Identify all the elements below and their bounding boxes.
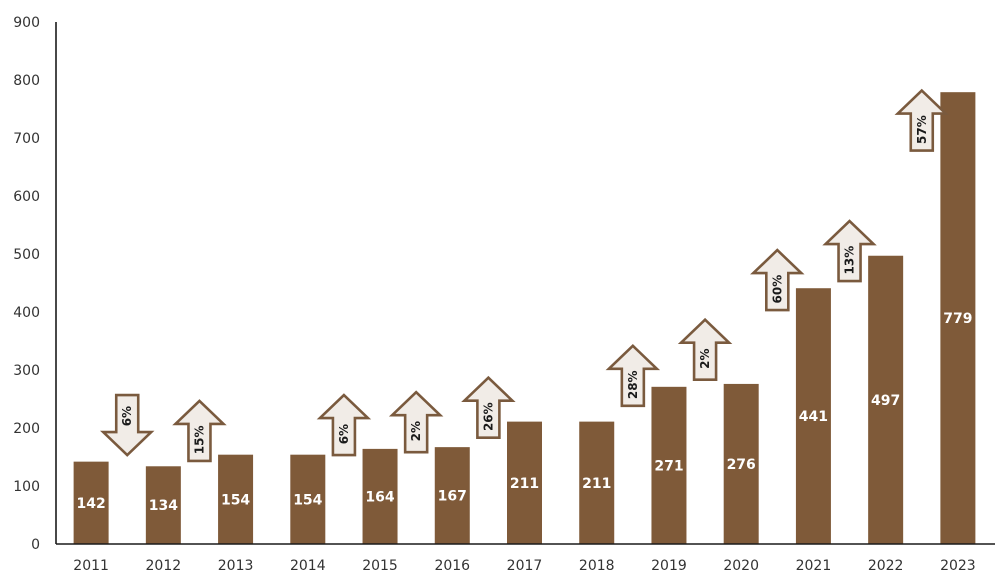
- bar-value-label: 276: [727, 457, 756, 473]
- x-tick-label: 2013: [218, 558, 254, 571]
- change-arrow-down-icon: 6%: [99, 393, 155, 457]
- bar-value-label: 441: [799, 409, 828, 425]
- bars: [73, 92, 976, 545]
- change-percent-label: 6%: [120, 406, 134, 426]
- x-tick-label: 2011: [73, 558, 109, 571]
- x-tick-label: 2020: [723, 558, 759, 571]
- y-tick-label: 600: [13, 189, 40, 205]
- bar-value-label: 154: [221, 492, 250, 508]
- bar-2011: [73, 461, 109, 544]
- change-percent-label: 26%: [481, 402, 495, 431]
- y-tick-label: 900: [13, 15, 40, 31]
- change-percent-label: 60%: [770, 275, 784, 304]
- arrow-shape: [750, 248, 805, 312]
- arrow-shape: [605, 343, 661, 408]
- change-arrow-up-icon: 60%: [750, 248, 805, 312]
- x-axis-ticks: 2011 2012 2013 2014 2015 2016 2017 2018 2019 2020…: [73, 558, 975, 571]
- x-tick-label: 2015: [362, 558, 398, 571]
- y-axis-ticks: 0 100 200 300 400 500 600 700 800 900: [13, 15, 40, 553]
- change-percent-label: 6%: [337, 424, 351, 444]
- bar-value-label: 134: [149, 498, 178, 514]
- bar-2014: [290, 454, 326, 544]
- arrow-shape: [388, 390, 444, 454]
- bar-data-labels: 142 134 154 154 164 167 211 211 271 276 441 497 779: [76, 311, 972, 514]
- x-tick-label: 2012: [146, 558, 182, 571]
- y-tick-label: 500: [13, 247, 40, 263]
- bar-2013: [218, 454, 254, 544]
- bar-value-label: 164: [365, 489, 394, 505]
- arrow-shape: [99, 393, 155, 457]
- bar-value-label: 497: [871, 393, 900, 409]
- arrow-shape: [172, 399, 227, 463]
- change-arrow-up-icon: 15%: [172, 399, 227, 463]
- bar-2020: [723, 383, 759, 544]
- change-percent-label: 2%: [409, 421, 423, 441]
- y-tick-label: 700: [13, 131, 40, 147]
- change-arrow-up-icon: 6%: [316, 393, 372, 457]
- bar-2018: [579, 421, 615, 544]
- x-tick-label: 2018: [579, 558, 615, 571]
- y-tick-label: 200: [13, 421, 40, 437]
- change-arrow-up-icon: 28%: [605, 343, 661, 408]
- bar-value-label: 142: [76, 496, 105, 512]
- bar-2017: [507, 421, 542, 544]
- change-arrow-up-icon: 57%: [894, 88, 950, 152]
- change-percent-label: 2%: [698, 349, 712, 369]
- bar-2022: [868, 255, 904, 545]
- x-tick-label: 2017: [507, 558, 543, 571]
- bar-value-label: 154: [293, 492, 322, 508]
- bar-value-label: 167: [438, 489, 467, 505]
- x-tick-label: 2016: [434, 558, 470, 571]
- change-arrows: 6% 15% 6% 2% 26% 28% 2% 60% 13% 57%: [99, 88, 950, 463]
- arrow-shape: [677, 317, 733, 382]
- change-arrow-up-icon: 2%: [388, 390, 444, 454]
- change-arrow-up-icon: 13%: [822, 219, 877, 283]
- change-arrow-up-icon: 26%: [461, 375, 516, 440]
- x-tick-label: 2021: [796, 558, 832, 571]
- x-tick-label: 2019: [651, 558, 687, 571]
- y-tick-label: 400: [13, 305, 40, 321]
- x-tick-label: 2023: [940, 558, 976, 571]
- bar-2023: [940, 92, 976, 545]
- arrow-shape: [822, 219, 877, 283]
- bar-value-label: 211: [582, 476, 611, 492]
- bar-2021: [795, 288, 831, 544]
- change-percent-label: 13%: [843, 246, 857, 275]
- bar-2015: [362, 448, 398, 544]
- x-tick-label: 2022: [868, 558, 904, 571]
- bar-value-label: 211: [510, 476, 539, 492]
- y-tick-label: 0: [31, 537, 40, 553]
- y-tick-label: 800: [13, 73, 40, 89]
- y-tick-label: 300: [13, 363, 40, 379]
- bar-value-label: 779: [943, 311, 972, 327]
- change-arrow-up-icon: 2%: [677, 317, 733, 382]
- bar-2019: [651, 386, 687, 544]
- arrow-shape: [894, 88, 950, 152]
- change-percent-label: 57%: [915, 115, 929, 144]
- arrow-shape: [316, 393, 372, 457]
- x-tick-label: 2014: [290, 558, 326, 571]
- bar-2012: [145, 466, 181, 544]
- bar-2016: [434, 447, 470, 544]
- bar-value-label: 271: [654, 458, 683, 474]
- y-tick-label: 100: [13, 479, 40, 495]
- change-percent-label: 15%: [192, 426, 206, 455]
- change-percent-label: 28%: [626, 370, 640, 399]
- arrow-shape: [461, 375, 516, 440]
